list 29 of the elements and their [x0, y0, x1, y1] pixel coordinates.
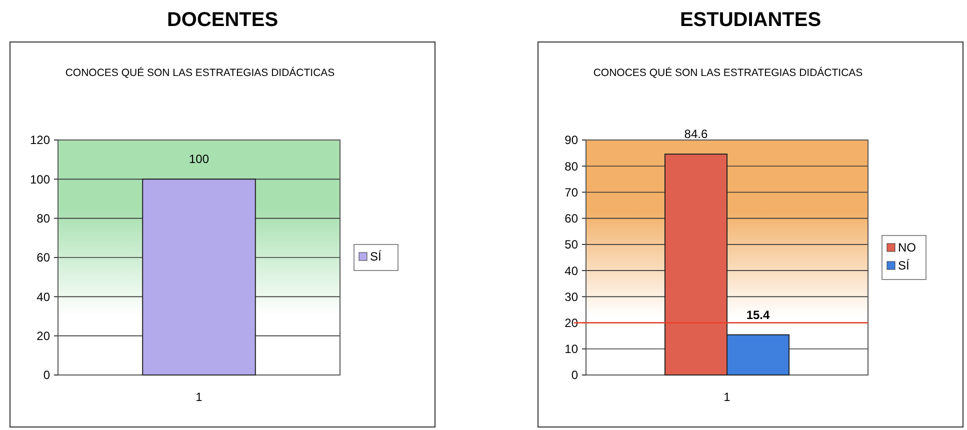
- y-tick-label: 30: [564, 290, 578, 304]
- y-tick-label: 20: [564, 316, 578, 330]
- data-label: 100: [188, 152, 210, 166]
- y-tick-label: 0: [571, 368, 578, 382]
- chart-title: DOCENTES: [166, 9, 278, 31]
- y-tick-label: 70: [564, 185, 578, 200]
- y-tick-label: 60: [564, 212, 578, 226]
- legend-label: SÍ: [898, 258, 910, 273]
- y-tick-label: 80: [36, 212, 50, 226]
- y-tick-label: 20: [36, 329, 50, 344]
- y-tick-label: 10: [564, 342, 578, 356]
- x-tick-label: 1: [196, 390, 203, 404]
- chart-title: ESTUDIANTES: [680, 9, 822, 31]
- y-tick-label: 100: [30, 172, 50, 186]
- y-tick-label: 120: [30, 133, 50, 148]
- data-label: 15.4: [746, 308, 770, 322]
- y-tick-label: 60: [36, 250, 50, 265]
- y-tick-label: 40: [36, 290, 50, 304]
- data-label: 84.6: [684, 127, 708, 142]
- chart-subtitle: CONOCES QUÉ SON LAS ESTRATEGIAS DIDÁCTICAS: [593, 66, 863, 79]
- y-tick-label: 0: [43, 368, 50, 382]
- legend-label: NO: [898, 240, 916, 255]
- text: SÍ: [370, 250, 382, 264]
- y-tick-label: 50: [564, 238, 578, 252]
- y-tick-label: 40: [564, 264, 578, 278]
- chart-subtitle: CONOCES QUÉ SON LAS ESTRATEGIAS DIDÁCTICAS: [65, 66, 335, 79]
- y-tick-label: 80: [564, 159, 578, 174]
- y-tick-label: 90: [564, 133, 578, 148]
- x-tick-label: 1: [724, 390, 731, 404]
